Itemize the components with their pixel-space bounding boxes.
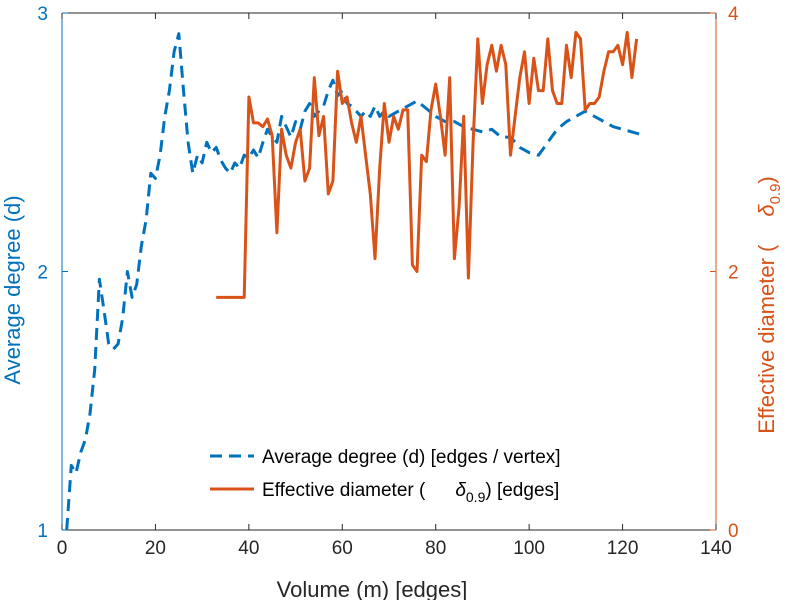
legend-delta-subscript: 0.9 — [466, 489, 486, 505]
right-y-tick-label: 2 — [728, 263, 739, 284]
x-tick-label: 100 — [513, 538, 545, 559]
legend-label-effective-diameter-text: Effective diameter ( — [262, 480, 426, 501]
legend-label-average-degree: Average degree (d) [edges / vertex] — [262, 447, 561, 468]
x-tick-label: 20 — [145, 538, 166, 559]
x-tick-label: 40 — [238, 538, 259, 559]
legend-label-suffix: ) [edges] — [485, 480, 559, 501]
right-y-axis-delta: δ — [754, 204, 779, 217]
x-axis-ticks: 0 20 40 60 80 100 120 140 — [57, 13, 732, 559]
left-y-tick-label: 3 — [37, 4, 48, 25]
x-tick-label: 80 — [425, 538, 446, 559]
x-axis-label: Volume (m) [edges] — [277, 577, 468, 600]
legend-delta-symbol: δ — [455, 480, 466, 501]
left-y-tick-label: 1 — [37, 521, 48, 542]
right-y-axis-label-text: Effective diameter ( — [754, 244, 779, 434]
right-y-tick-label: 4 — [728, 4, 739, 25]
left-y-tick-label: 2 — [37, 263, 48, 284]
average-degree-line — [65, 32, 642, 531]
x-tick-label: 60 — [332, 538, 353, 559]
right-y-axis-suffix: ) — [754, 176, 779, 183]
right-y-axis-ticks: 0 2 4 — [710, 4, 739, 542]
effective-diameter-line — [216, 30, 639, 299]
right-y-axis-subscript: 0.9 — [767, 184, 784, 205]
x-tick-label: 140 — [700, 538, 732, 559]
legend: Average degree (d) [edges / vertex] Effe… — [210, 447, 561, 505]
x-tick-label: 120 — [607, 538, 639, 559]
left-y-axis-label: Average degree (d) — [0, 195, 25, 384]
x-tick-label: 0 — [57, 538, 68, 559]
right-y-axis-label: Effective diameter ( δ0.9) — [754, 176, 784, 434]
legend-label-effective-diameter: Effective diameter ( δ0.9) [edges] — [262, 480, 559, 505]
left-y-axis-ticks: 1 2 3 — [37, 4, 68, 542]
right-y-tick-label: 0 — [728, 521, 739, 542]
